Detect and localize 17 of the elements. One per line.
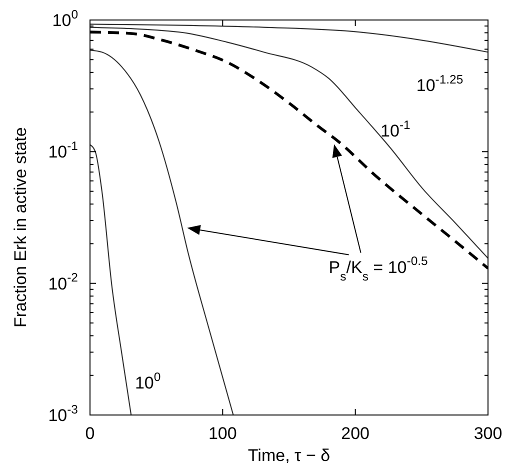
x-axis-title: Time, τ − δ: [248, 446, 330, 465]
y-tick-label: 10$^{0}$: [52, 7, 78, 30]
x-tick-label: 300: [474, 424, 502, 443]
line-series: [90, 50, 234, 415]
annotation: 10$^{-1}$: [380, 118, 411, 141]
y-tick-label: 10$^{-1}$: [48, 139, 78, 162]
x-tick-label: 0: [85, 424, 95, 443]
annotation: 10$^{0}$: [134, 370, 161, 393]
x-tick-label: 100: [208, 424, 237, 443]
y-tick-label: 10$^{-3}$: [48, 402, 78, 425]
y-axis-title: Fraction Erk in active state: [11, 127, 30, 328]
line-series: [90, 144, 132, 415]
x-tick-label: 200: [341, 424, 370, 443]
annotation: 10$^{-1.25}$: [416, 72, 464, 96]
annotation: P$_{s}$/K$_{s}$ = 10$^{-0.5}$: [328, 254, 428, 284]
line-series: [90, 24, 488, 53]
y-tick-label: 10$^{-2}$: [48, 270, 78, 294]
